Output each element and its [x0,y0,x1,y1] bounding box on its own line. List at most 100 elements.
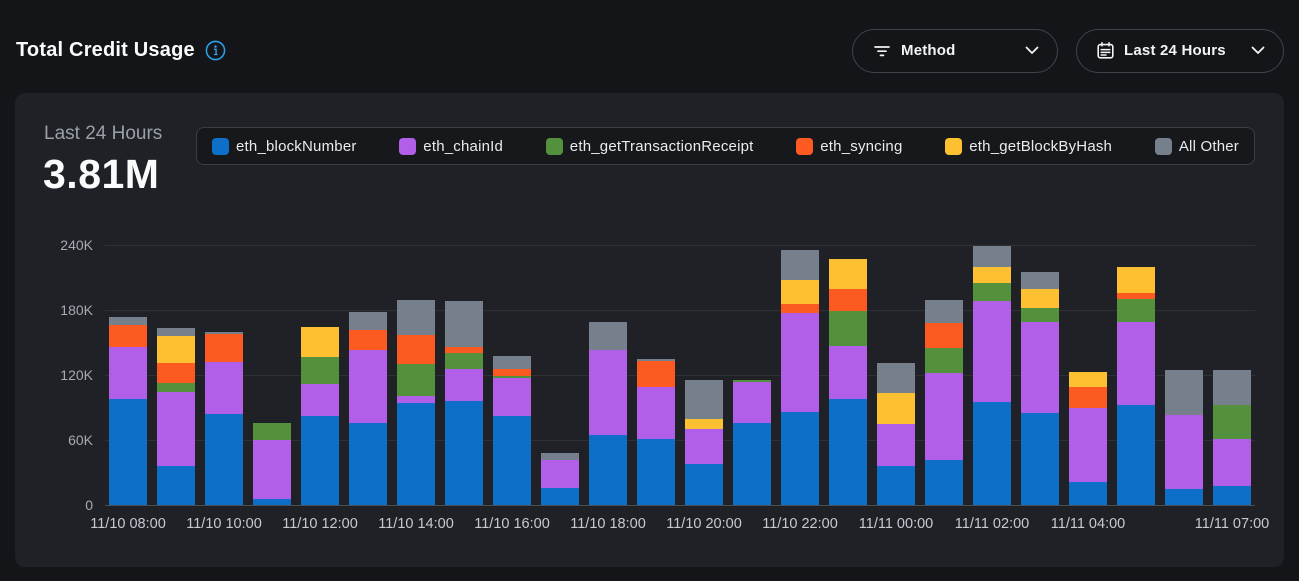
bar-segment-eth_getTransactionReceipt[interactable] [829,311,867,346]
bar-segment-All Other[interactable] [1021,272,1059,290]
bar-segment-eth_getBlockByHash[interactable] [1021,289,1059,308]
stacked-bar-11-10-21-00[interactable] [733,380,771,505]
bar-segment-eth_blockNumber[interactable] [1165,488,1203,505]
stacked-bar-11-11-04-00[interactable] [1069,371,1107,505]
bar-segment-eth_chainId[interactable] [637,386,675,439]
bar-segment-All Other[interactable] [973,246,1011,267]
stacked-bar-11-10-22-00[interactable] [781,250,819,505]
stacked-bar-11-10-15-00[interactable] [445,301,483,505]
bar-segment-eth_chainId[interactable] [1213,438,1251,486]
bar-segment-eth_getTransactionReceipt[interactable] [397,364,435,396]
bar-segment-eth_syncing[interactable] [925,323,963,348]
bar-segment-eth_chainId[interactable] [541,459,579,488]
bar-segment-eth_getBlockByHash[interactable] [781,279,819,304]
bar-segment-eth_syncing[interactable] [157,363,195,383]
bar-segment-eth_chainId[interactable] [397,395,435,404]
bar-segment-eth_getBlockByHash[interactable] [685,419,723,430]
time-range-button[interactable]: Last 24 Hours [1076,28,1284,73]
bar-segment-All Other[interactable] [781,250,819,280]
bar-segment-eth_getTransactionReceipt[interactable] [157,382,195,393]
bar-segment-eth_blockNumber[interactable] [301,416,339,505]
stacked-bar-11-10-20-00[interactable] [685,380,723,505]
legend-item-eth_syncing[interactable]: eth_syncing [796,137,902,155]
stacked-bar-11-10-11-00[interactable] [253,422,291,505]
bar-segment-eth_getTransactionReceipt[interactable] [1213,405,1251,439]
bar-segment-eth_blockNumber[interactable] [781,411,819,505]
bar-segment-eth_chainId[interactable] [349,350,387,423]
bar-segment-eth_blockNumber[interactable] [973,402,1011,505]
method-filter-button[interactable]: Method [852,28,1058,73]
bar-segment-eth_blockNumber[interactable] [205,414,243,505]
bar-segment-eth_getTransactionReceipt[interactable] [733,380,771,382]
bar-segment-eth_blockNumber[interactable] [733,422,771,505]
bar-segment-eth_chainId[interactable] [157,392,195,466]
bar-segment-eth_blockNumber[interactable] [1021,412,1059,505]
bar-segment-eth_blockNumber[interactable] [541,487,579,505]
bar-segment-eth_syncing[interactable] [829,289,867,312]
bar-segment-eth_blockNumber[interactable] [1213,485,1251,505]
legend-item-eth_getTransactionReceipt[interactable]: eth_getTransactionReceipt [545,137,754,155]
stacked-bar-11-10-18-00[interactable] [589,321,627,505]
bar-segment-eth_syncing[interactable] [493,368,531,377]
bar-segment-eth_syncing[interactable] [781,303,819,314]
bar-segment-eth_getBlockByHash[interactable] [973,266,1011,283]
bar-segment-eth_chainId[interactable] [733,381,771,423]
bar-segment-eth_blockNumber[interactable] [349,422,387,505]
stacked-bar-11-10-19-00[interactable] [637,358,675,505]
bar-segment-eth_blockNumber[interactable] [397,403,435,505]
bar-segment-eth_syncing[interactable] [637,360,675,387]
bar-segment-eth_syncing[interactable] [1117,292,1155,300]
stacked-bar-11-10-17-00[interactable] [541,453,579,505]
bar-segment-eth_getTransactionReceipt[interactable] [1117,299,1155,322]
bar-segment-All Other[interactable] [493,355,531,369]
bar-segment-eth_blockNumber[interactable] [253,498,291,505]
info-icon[interactable] [205,40,226,61]
bar-segment-eth_getBlockByHash[interactable] [1069,371,1107,387]
bar-segment-All Other[interactable] [109,316,147,326]
stacked-bar-11-10-12-00[interactable] [301,327,339,505]
bar-segment-eth_blockNumber[interactable] [109,398,147,505]
bar-segment-eth_blockNumber[interactable] [1117,405,1155,505]
bar-segment-eth_chainId[interactable] [1117,321,1155,406]
bar-segment-All Other[interactable] [1165,369,1203,416]
bar-segment-eth_getTransactionReceipt[interactable] [301,356,339,384]
stacked-bar-11-10-16-00[interactable] [493,355,531,505]
bar-segment-All Other[interactable] [925,300,963,324]
bar-segment-eth_syncing[interactable] [349,329,387,351]
bar-segment-eth_chainId[interactable] [685,429,723,464]
bar-segment-eth_getTransactionReceipt[interactable] [973,282,1011,302]
bar-segment-eth_chainId[interactable] [781,313,819,412]
bar-segment-eth_syncing[interactable] [445,346,483,354]
bar-segment-eth_chainId[interactable] [877,423,915,466]
bar-segment-eth_getTransactionReceipt[interactable] [445,353,483,369]
stacked-bar-11-11-03-00[interactable] [1021,272,1059,505]
legend-item-eth_blockNumber[interactable]: eth_blockNumber [212,137,357,155]
bar-segment-eth_blockNumber[interactable] [685,463,723,505]
bar-segment-eth_chainId[interactable] [829,345,867,399]
bar-segment-eth_blockNumber[interactable] [637,438,675,505]
bar-segment-eth_chainId[interactable] [205,362,243,414]
bar-segment-eth_chainId[interactable] [973,301,1011,403]
stacked-bar-11-10-09-00[interactable] [157,328,195,505]
bar-segment-All Other[interactable] [157,328,195,337]
stacked-bar-11-10-08-00[interactable] [109,316,147,505]
stacked-bar-11-11-07-00[interactable] [1213,369,1251,505]
bar-segment-eth_blockNumber[interactable] [1069,482,1107,505]
bar-segment-All Other[interactable] [397,300,435,335]
bar-segment-All Other[interactable] [685,380,723,420]
bar-segment-eth_getTransactionReceipt[interactable] [253,422,291,440]
bar-segment-eth_syncing[interactable] [397,334,435,365]
bar-segment-eth_syncing[interactable] [1069,386,1107,408]
bar-segment-eth_chainId[interactable] [1069,407,1107,483]
bar-segment-eth_chainId[interactable] [253,440,291,499]
bar-segment-All Other[interactable] [349,312,387,330]
stacked-bar-11-11-05-00[interactable] [1117,266,1155,505]
stacked-bar-11-11-02-00[interactable] [973,246,1011,505]
bar-segment-All Other[interactable] [637,358,675,361]
bar-segment-eth_blockNumber[interactable] [877,466,915,505]
bar-segment-eth_chainId[interactable] [301,383,339,417]
bar-segment-eth_getBlockByHash[interactable] [1117,266,1155,293]
bar-segment-All Other[interactable] [589,321,627,351]
bar-segment-eth_getBlockByHash[interactable] [301,327,339,357]
bar-segment-eth_getTransactionReceipt[interactable] [925,347,963,373]
